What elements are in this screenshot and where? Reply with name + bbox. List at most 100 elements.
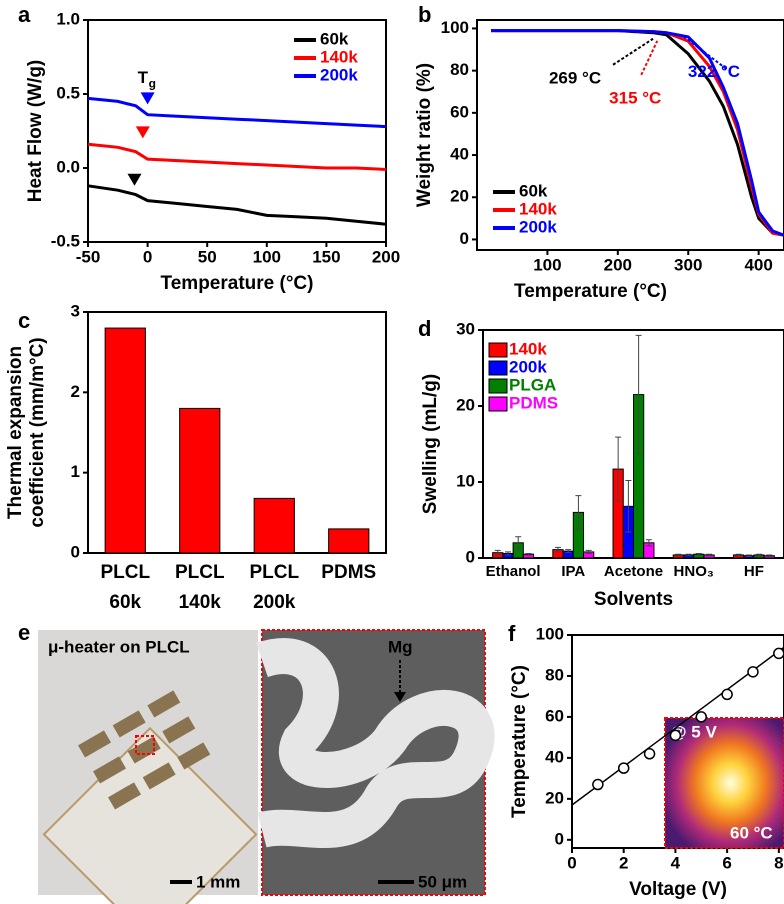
legend-label: 140k — [320, 47, 358, 66]
data-point — [721, 688, 733, 701]
annotation-arrow — [683, 35, 727, 70]
y-tick-label: 20 — [456, 395, 475, 414]
x-tick-label: 6 — [722, 853, 731, 872]
x-tick-label: PLCL — [100, 562, 150, 583]
inset-temperature: 60 °C — [730, 823, 773, 842]
x-axis-label: Temperature (°C) — [514, 281, 667, 302]
y-axis-label: coefficient (mm/m°C) — [27, 337, 48, 527]
x-tick-label: 200 — [604, 255, 632, 274]
annotation: 322 °C — [688, 62, 740, 81]
y-tick-label: 3 — [71, 301, 80, 320]
legend-label: 140k — [509, 339, 547, 358]
y-axis-label: Weight ratio (%) — [414, 63, 435, 207]
error-bar — [525, 552, 532, 556]
y-tick-label: 30 — [456, 319, 475, 338]
legend-label: 140k — [519, 199, 557, 218]
x-tick-label: 0 — [143, 247, 152, 266]
y-tick-label: 60 — [545, 706, 564, 725]
x-tick-label: PDMS — [321, 562, 376, 583]
panel-label: c — [18, 308, 30, 333]
x-axis-label: Temperature (°C) — [161, 273, 314, 294]
x-tick-label: PLCL — [249, 562, 299, 583]
x-tick-label: 140k — [179, 592, 222, 613]
plot-frame — [87, 311, 387, 554]
legend-swatch — [488, 360, 508, 376]
x-axis-label: Solvents — [594, 589, 673, 610]
panel-label: f — [508, 621, 516, 646]
legend-label: PLGA — [509, 375, 556, 394]
y-tick-label: 40 — [545, 747, 564, 766]
data-line — [491, 29, 784, 237]
x-axis-label: Voltage (V) — [629, 879, 727, 900]
legend-label: 200k — [519, 217, 557, 236]
y-tick-label: 1 — [71, 462, 80, 481]
x-tick-label: 2 — [619, 853, 628, 872]
error-bar — [565, 549, 572, 554]
data-point — [643, 748, 656, 760]
y-tick-label: 40 — [450, 145, 469, 164]
bar — [328, 528, 370, 554]
y-axis-label: Temperature (°C) — [509, 665, 530, 818]
data-point — [617, 762, 630, 774]
tg-label-sub: g — [149, 77, 156, 91]
error-bar — [745, 554, 752, 557]
x-tick-label: HNO₃ — [674, 563, 714, 580]
plot-frame — [87, 19, 387, 243]
error-bar — [645, 539, 652, 547]
y-tick-label: 60 — [450, 102, 469, 121]
error-bar — [515, 536, 522, 550]
bar — [253, 497, 295, 554]
x-tick-label: 400 — [744, 255, 772, 274]
photo-right — [256, 629, 495, 896]
legend-label: 200k — [320, 65, 358, 84]
error-bar — [706, 553, 713, 557]
material-label: Mg — [388, 637, 413, 656]
y-tick-label: 80 — [545, 665, 564, 684]
y-tick-label: 10 — [456, 471, 475, 490]
panel-label: d — [418, 316, 431, 341]
error-bar — [695, 552, 702, 556]
tg-marker — [135, 126, 150, 139]
scale-bar-label: 1 mm — [196, 872, 240, 891]
photo-title: μ-heater on PLCL — [48, 637, 190, 656]
tg-marker — [140, 92, 155, 105]
legend-swatch — [488, 342, 508, 358]
y-tick-label: 0.0 — [56, 157, 80, 176]
bar — [179, 407, 221, 554]
y-tick-label: 100 — [441, 18, 469, 37]
x-tick-label: IPA — [561, 563, 585, 580]
panel-label: e — [18, 620, 30, 645]
data-point — [592, 778, 604, 791]
error-bar — [766, 554, 773, 557]
bar — [104, 327, 146, 554]
y-tick-label: 100 — [536, 624, 564, 643]
y-tick-label: 1.0 — [56, 9, 80, 28]
annotation-arrow — [612, 37, 654, 66]
y-tick-label: 0 — [466, 547, 475, 566]
error-bar — [756, 553, 763, 557]
x-tick-label: 8 — [774, 853, 783, 872]
inset-image — [664, 717, 784, 849]
y-tick-label: 80 — [450, 60, 469, 79]
x-tick-label: 50 — [198, 247, 217, 266]
annotation: 315 °C — [609, 88, 661, 107]
photo-left — [38, 630, 258, 904]
error-bar — [554, 546, 561, 553]
x-tick-label: 150 — [312, 247, 340, 266]
y-tick-label: 0 — [71, 542, 80, 561]
panel-label: a — [18, 2, 31, 27]
x-tick-label: 300 — [674, 255, 702, 274]
scale-bar-label: 50 μm — [418, 872, 467, 891]
error-bar — [504, 551, 511, 556]
annotation: 269 °C — [549, 68, 601, 87]
error-bar — [685, 553, 692, 557]
y-tick-label: 20 — [450, 187, 469, 206]
inset-voltage: @ 5 V — [670, 722, 717, 741]
y-axis-label: Thermal expansion — [5, 346, 26, 519]
x-tick-label: 100 — [253, 247, 281, 266]
data-point — [695, 711, 708, 723]
x-tick-label: PLCL — [175, 562, 225, 583]
error-bar — [625, 479, 632, 533]
x-tick-label: 200 — [372, 247, 400, 266]
